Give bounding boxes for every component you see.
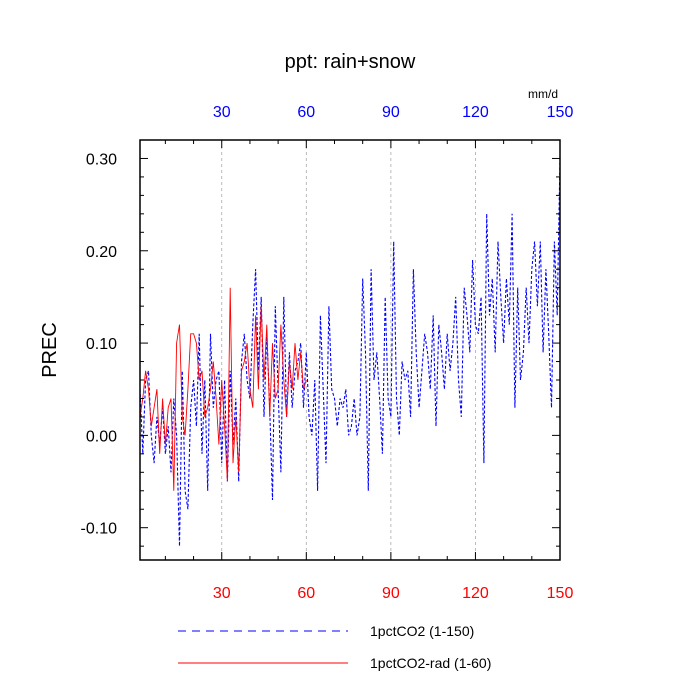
y-tick-label-4: 0.30	[86, 151, 117, 168]
y-tick-label-3: 0.20	[86, 244, 117, 261]
x-tick-label-top-60: 60	[297, 104, 315, 121]
x-tick-label-bottom-150: 150	[547, 585, 574, 602]
legend-label-1: 1pctCO2 (1-150)	[370, 623, 474, 639]
x-tick-label-bottom-60: 60	[297, 585, 315, 602]
x-tick-label-bottom-90: 90	[382, 585, 400, 602]
y-axis-label: PREC	[39, 322, 61, 378]
legend: 1pctCO2 (1-150) 1pctCO2-rad (1-60)	[178, 623, 491, 671]
series-lines	[139, 158, 561, 547]
x-tick-label-top-120: 120	[462, 104, 489, 121]
grid-lines	[221, 140, 476, 560]
y-tick-label-1: 0.00	[86, 428, 117, 445]
y-tick-label-0: -0.10	[81, 521, 118, 538]
x-tick-label-top-90: 90	[382, 104, 400, 121]
x-tick-label-bottom-120: 120	[462, 585, 489, 602]
axis-ticks: 30 30 60 60 90 90 120 120 150 150 -0.10 0.00 0.10 0.2…	[81, 104, 574, 602]
top-axis-unit: mm/d	[528, 87, 558, 101]
chart-title: ppt: rain+snow	[285, 51, 416, 73]
series-line-1pctco2-rad	[139, 287, 307, 491]
series-line-1pctco2	[139, 158, 561, 547]
legend-label-2: 1pctCO2-rad (1-60)	[370, 655, 491, 671]
x-tick-label-top-150: 150	[547, 104, 574, 121]
x-tick-label-bottom-30: 30	[213, 585, 231, 602]
plot-frame	[139, 139, 561, 561]
x-tick-label-top-30: 30	[213, 104, 231, 121]
y-tick-label-2: 0.10	[86, 336, 117, 353]
